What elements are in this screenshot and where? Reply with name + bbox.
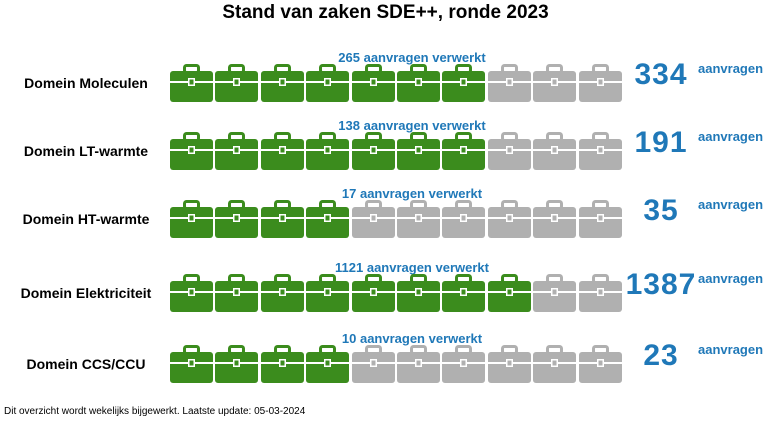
briefcase-icon-processed: [215, 274, 259, 312]
briefcase-icon-processed: [215, 64, 259, 102]
row-moleculen: 265 aanvragen verwerkt Domein Moleculen …: [0, 50, 771, 118]
total-value: 23: [643, 339, 679, 372]
briefcase-icon-processed: [170, 200, 213, 238]
briefcase-icon-pending: [487, 345, 531, 383]
briefcase-icon-processed: [215, 132, 259, 170]
briefcase-row: [170, 274, 626, 314]
briefcase-icon-processed: [170, 274, 213, 312]
briefcase-icon-processed: [397, 274, 440, 312]
briefcase-row: [170, 345, 626, 385]
briefcase-icon-pending: [533, 274, 577, 312]
unit-label: aanvragen: [698, 197, 764, 212]
briefcase-icon-processed: [170, 64, 213, 102]
briefcase-icon-pending: [442, 345, 486, 383]
briefcase-icon-pending: [578, 200, 622, 238]
processed-label: 265 aanvragen verwerkt: [338, 50, 486, 65]
processed-label: 138 aanvragen verwerkt: [338, 118, 486, 133]
unit-label: aanvragen: [698, 129, 764, 144]
briefcase-icon-processed: [306, 200, 350, 238]
briefcase-icon-processed: [260, 200, 304, 238]
briefcase-icon-pending: [533, 132, 577, 170]
briefcase-icon-pending: [578, 345, 622, 383]
briefcase-icon-pending: [487, 200, 531, 238]
unit-label: aanvragen: [698, 61, 764, 76]
processed-label: 1121 aanvragen verwerkt: [335, 260, 489, 275]
total-value: 334: [634, 58, 688, 91]
unit-label: aanvragen: [698, 271, 764, 286]
briefcase-icon-pending: [578, 64, 622, 102]
briefcase-icon-processed: [442, 64, 486, 102]
briefcase-icon-pending: [351, 200, 395, 238]
unit-label: aanvragen: [698, 342, 764, 357]
briefcase-icon-processed: [260, 345, 304, 383]
briefcase-icon-processed: [487, 274, 531, 312]
briefcase-icon-pending: [487, 132, 531, 170]
processed-label: 10 aanvragen verwerkt: [341, 331, 483, 346]
briefcase-icon-pending: [533, 200, 577, 238]
briefcase-icon-processed: [397, 64, 440, 102]
briefcase-icon-processed: [306, 345, 350, 383]
briefcase-icon-processed: [351, 274, 395, 312]
briefcase-row: [170, 132, 626, 172]
domain-label: Domein Moleculen: [24, 75, 148, 91]
briefcase-icon-processed: [442, 132, 486, 170]
briefcase-icon-processed: [215, 345, 259, 383]
briefcase-icon-processed: [306, 64, 350, 102]
row-elektriciteit: 1121 aanvragen verwerkt Domein Elektrici…: [0, 260, 771, 328]
row-lt-warmte: 138 aanvragen verwerkt Domein LT-warmte …: [0, 118, 771, 186]
footnote: Dit overzicht wordt wekelijks bijgewerkt…: [4, 406, 306, 417]
total-value: 1387: [625, 268, 697, 301]
chart-title: Stand van zaken SDE++, ronde 2023: [222, 2, 549, 23]
briefcase-row: [170, 64, 626, 104]
briefcase-icon-processed: [351, 132, 395, 170]
domain-label: Domein HT-warmte: [22, 211, 150, 227]
briefcase-icon-pending: [578, 274, 622, 312]
briefcase-icon-processed: [442, 274, 486, 312]
row-ht-warmte: 17 aanvragen verwerkt Domein HT-warmte 3…: [0, 186, 771, 254]
domain-label: Domein LT-warmte: [23, 143, 149, 159]
briefcase-icon-processed: [351, 64, 395, 102]
briefcase-icon-processed: [170, 132, 213, 170]
briefcase-icon-pending: [351, 345, 395, 383]
briefcase-icon-pending: [578, 132, 622, 170]
briefcase-icon-processed: [215, 200, 259, 238]
briefcase-icon-processed: [260, 64, 304, 102]
total-value: 191: [634, 126, 688, 159]
briefcase-icon-processed: [170, 345, 213, 383]
briefcase-icon-processed: [397, 132, 440, 170]
briefcase-icon-pending: [533, 345, 577, 383]
briefcase-icon-processed: [260, 274, 304, 312]
briefcase-icon-processed: [306, 274, 350, 312]
domain-label: Domein Elektriciteit: [20, 285, 152, 301]
row-ccs-ccu: 10 aanvragen verwerkt Domein CCS/CCU 23 …: [0, 331, 771, 399]
briefcase-icon-pending: [397, 200, 440, 238]
briefcase-icon-pending: [397, 345, 440, 383]
briefcase-row: [170, 200, 626, 240]
total-value: 35: [643, 194, 679, 227]
briefcase-icon-processed: [306, 132, 350, 170]
briefcase-icon-pending: [487, 64, 531, 102]
briefcase-icon-pending: [442, 200, 486, 238]
briefcase-icon-processed: [260, 132, 304, 170]
domain-label: Domein CCS/CCU: [26, 356, 146, 372]
briefcase-icon-pending: [533, 64, 577, 102]
processed-label: 17 aanvragen verwerkt: [341, 186, 483, 201]
